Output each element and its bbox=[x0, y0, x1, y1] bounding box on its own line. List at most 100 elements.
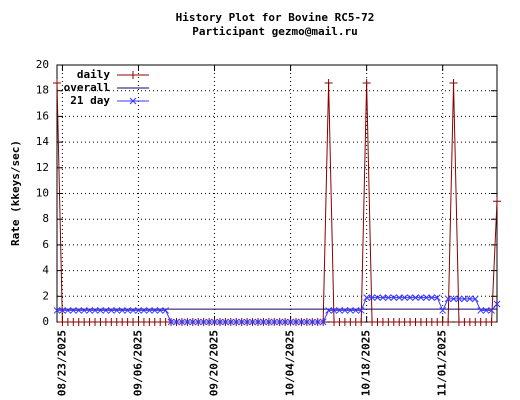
data-point bbox=[401, 294, 409, 301]
data-point bbox=[461, 295, 468, 303]
data-point bbox=[124, 307, 131, 314]
data-point bbox=[488, 307, 495, 314]
data-point bbox=[395, 294, 403, 301]
data-point bbox=[260, 318, 267, 326]
data-point bbox=[254, 318, 262, 326]
data-point bbox=[270, 318, 278, 326]
data-point bbox=[167, 318, 175, 326]
data-point bbox=[357, 307, 365, 314]
data-point bbox=[135, 307, 142, 314]
data-point bbox=[107, 307, 115, 314]
data-point bbox=[194, 318, 202, 326]
data-point bbox=[91, 307, 99, 314]
data-point bbox=[276, 318, 284, 326]
y-tick-label: 20 bbox=[36, 58, 49, 71]
chart-subtitle: Participant gezmo@mail.ru bbox=[192, 25, 358, 38]
x-tick-label: 09/06/2025 bbox=[131, 330, 144, 396]
y-tick-label: 10 bbox=[36, 187, 49, 200]
data-point bbox=[281, 318, 289, 326]
data-point bbox=[211, 318, 218, 326]
y-tick-label: 8 bbox=[42, 212, 49, 225]
x-tick-label: 10/18/2025 bbox=[360, 330, 373, 396]
data-point bbox=[118, 307, 126, 314]
data-point bbox=[449, 78, 458, 87]
data-point bbox=[232, 318, 240, 326]
y-tick-label: 18 bbox=[36, 84, 49, 97]
data-point bbox=[298, 318, 305, 326]
data-point bbox=[439, 307, 447, 314]
legend-marker bbox=[129, 71, 137, 79]
data-point bbox=[216, 318, 224, 326]
data-point bbox=[156, 307, 164, 314]
data-point bbox=[324, 78, 333, 87]
y-tick-label: 14 bbox=[36, 135, 50, 148]
data-point bbox=[346, 307, 354, 314]
data-point bbox=[406, 294, 414, 301]
data-point bbox=[444, 318, 453, 326]
data-point bbox=[200, 318, 208, 326]
data-point bbox=[151, 307, 159, 314]
y-tick-label: 12 bbox=[36, 161, 49, 174]
data-point bbox=[184, 318, 191, 326]
legend-label: overall bbox=[64, 81, 110, 94]
data-point bbox=[86, 307, 93, 314]
data-point bbox=[59, 307, 66, 314]
chart-title: History Plot for Bovine RC5-72 bbox=[176, 11, 375, 24]
data-point bbox=[287, 318, 294, 326]
y-tick-label: 16 bbox=[36, 109, 49, 122]
series-line bbox=[57, 297, 498, 323]
x-tick-label: 11/01/2025 bbox=[436, 330, 449, 396]
data-point bbox=[390, 294, 398, 301]
data-point bbox=[189, 318, 197, 326]
data-point bbox=[303, 318, 311, 326]
data-point bbox=[53, 307, 61, 314]
data-point bbox=[102, 307, 110, 314]
data-point bbox=[379, 294, 387, 301]
data-point bbox=[80, 307, 88, 314]
data-point bbox=[325, 307, 332, 314]
y-tick-label: 2 bbox=[42, 289, 49, 302]
data-point bbox=[433, 294, 441, 301]
data-point bbox=[129, 307, 137, 314]
data-point bbox=[140, 307, 148, 314]
data-point bbox=[450, 295, 457, 303]
data-point bbox=[362, 78, 371, 87]
data-point bbox=[178, 318, 186, 326]
data-point bbox=[145, 307, 153, 314]
data-point bbox=[352, 307, 360, 314]
data-point bbox=[222, 318, 229, 326]
data-point bbox=[412, 294, 419, 301]
data-point bbox=[113, 307, 121, 314]
data-point bbox=[265, 318, 273, 326]
y-tick-label: 6 bbox=[42, 238, 49, 251]
y-tick-label: 4 bbox=[42, 264, 49, 277]
data-point bbox=[428, 294, 436, 301]
data-point bbox=[330, 307, 338, 314]
data-point bbox=[314, 318, 322, 326]
y-axis-label: Rate (kkeys/sec) bbox=[9, 140, 22, 246]
data-point bbox=[162, 307, 169, 314]
data-point bbox=[417, 294, 425, 301]
x-tick-label: 08/23/2025 bbox=[55, 330, 68, 396]
data-point bbox=[292, 318, 300, 326]
legend-label: 21 day bbox=[70, 94, 110, 107]
data-point bbox=[357, 318, 366, 326]
data-point bbox=[205, 318, 213, 326]
x-tick-label: 09/20/2025 bbox=[208, 330, 221, 396]
data-point bbox=[493, 300, 501, 308]
data-point bbox=[368, 294, 376, 301]
data-point bbox=[455, 295, 463, 303]
data-point bbox=[238, 318, 246, 326]
data-point bbox=[444, 295, 452, 303]
data-point bbox=[308, 318, 316, 326]
data-point bbox=[477, 307, 485, 314]
data-point bbox=[97, 307, 104, 314]
data-point bbox=[319, 318, 327, 326]
data-point bbox=[336, 307, 343, 314]
y-tick-label: 0 bbox=[42, 315, 49, 328]
data-point bbox=[75, 307, 83, 314]
data-point bbox=[374, 294, 381, 301]
